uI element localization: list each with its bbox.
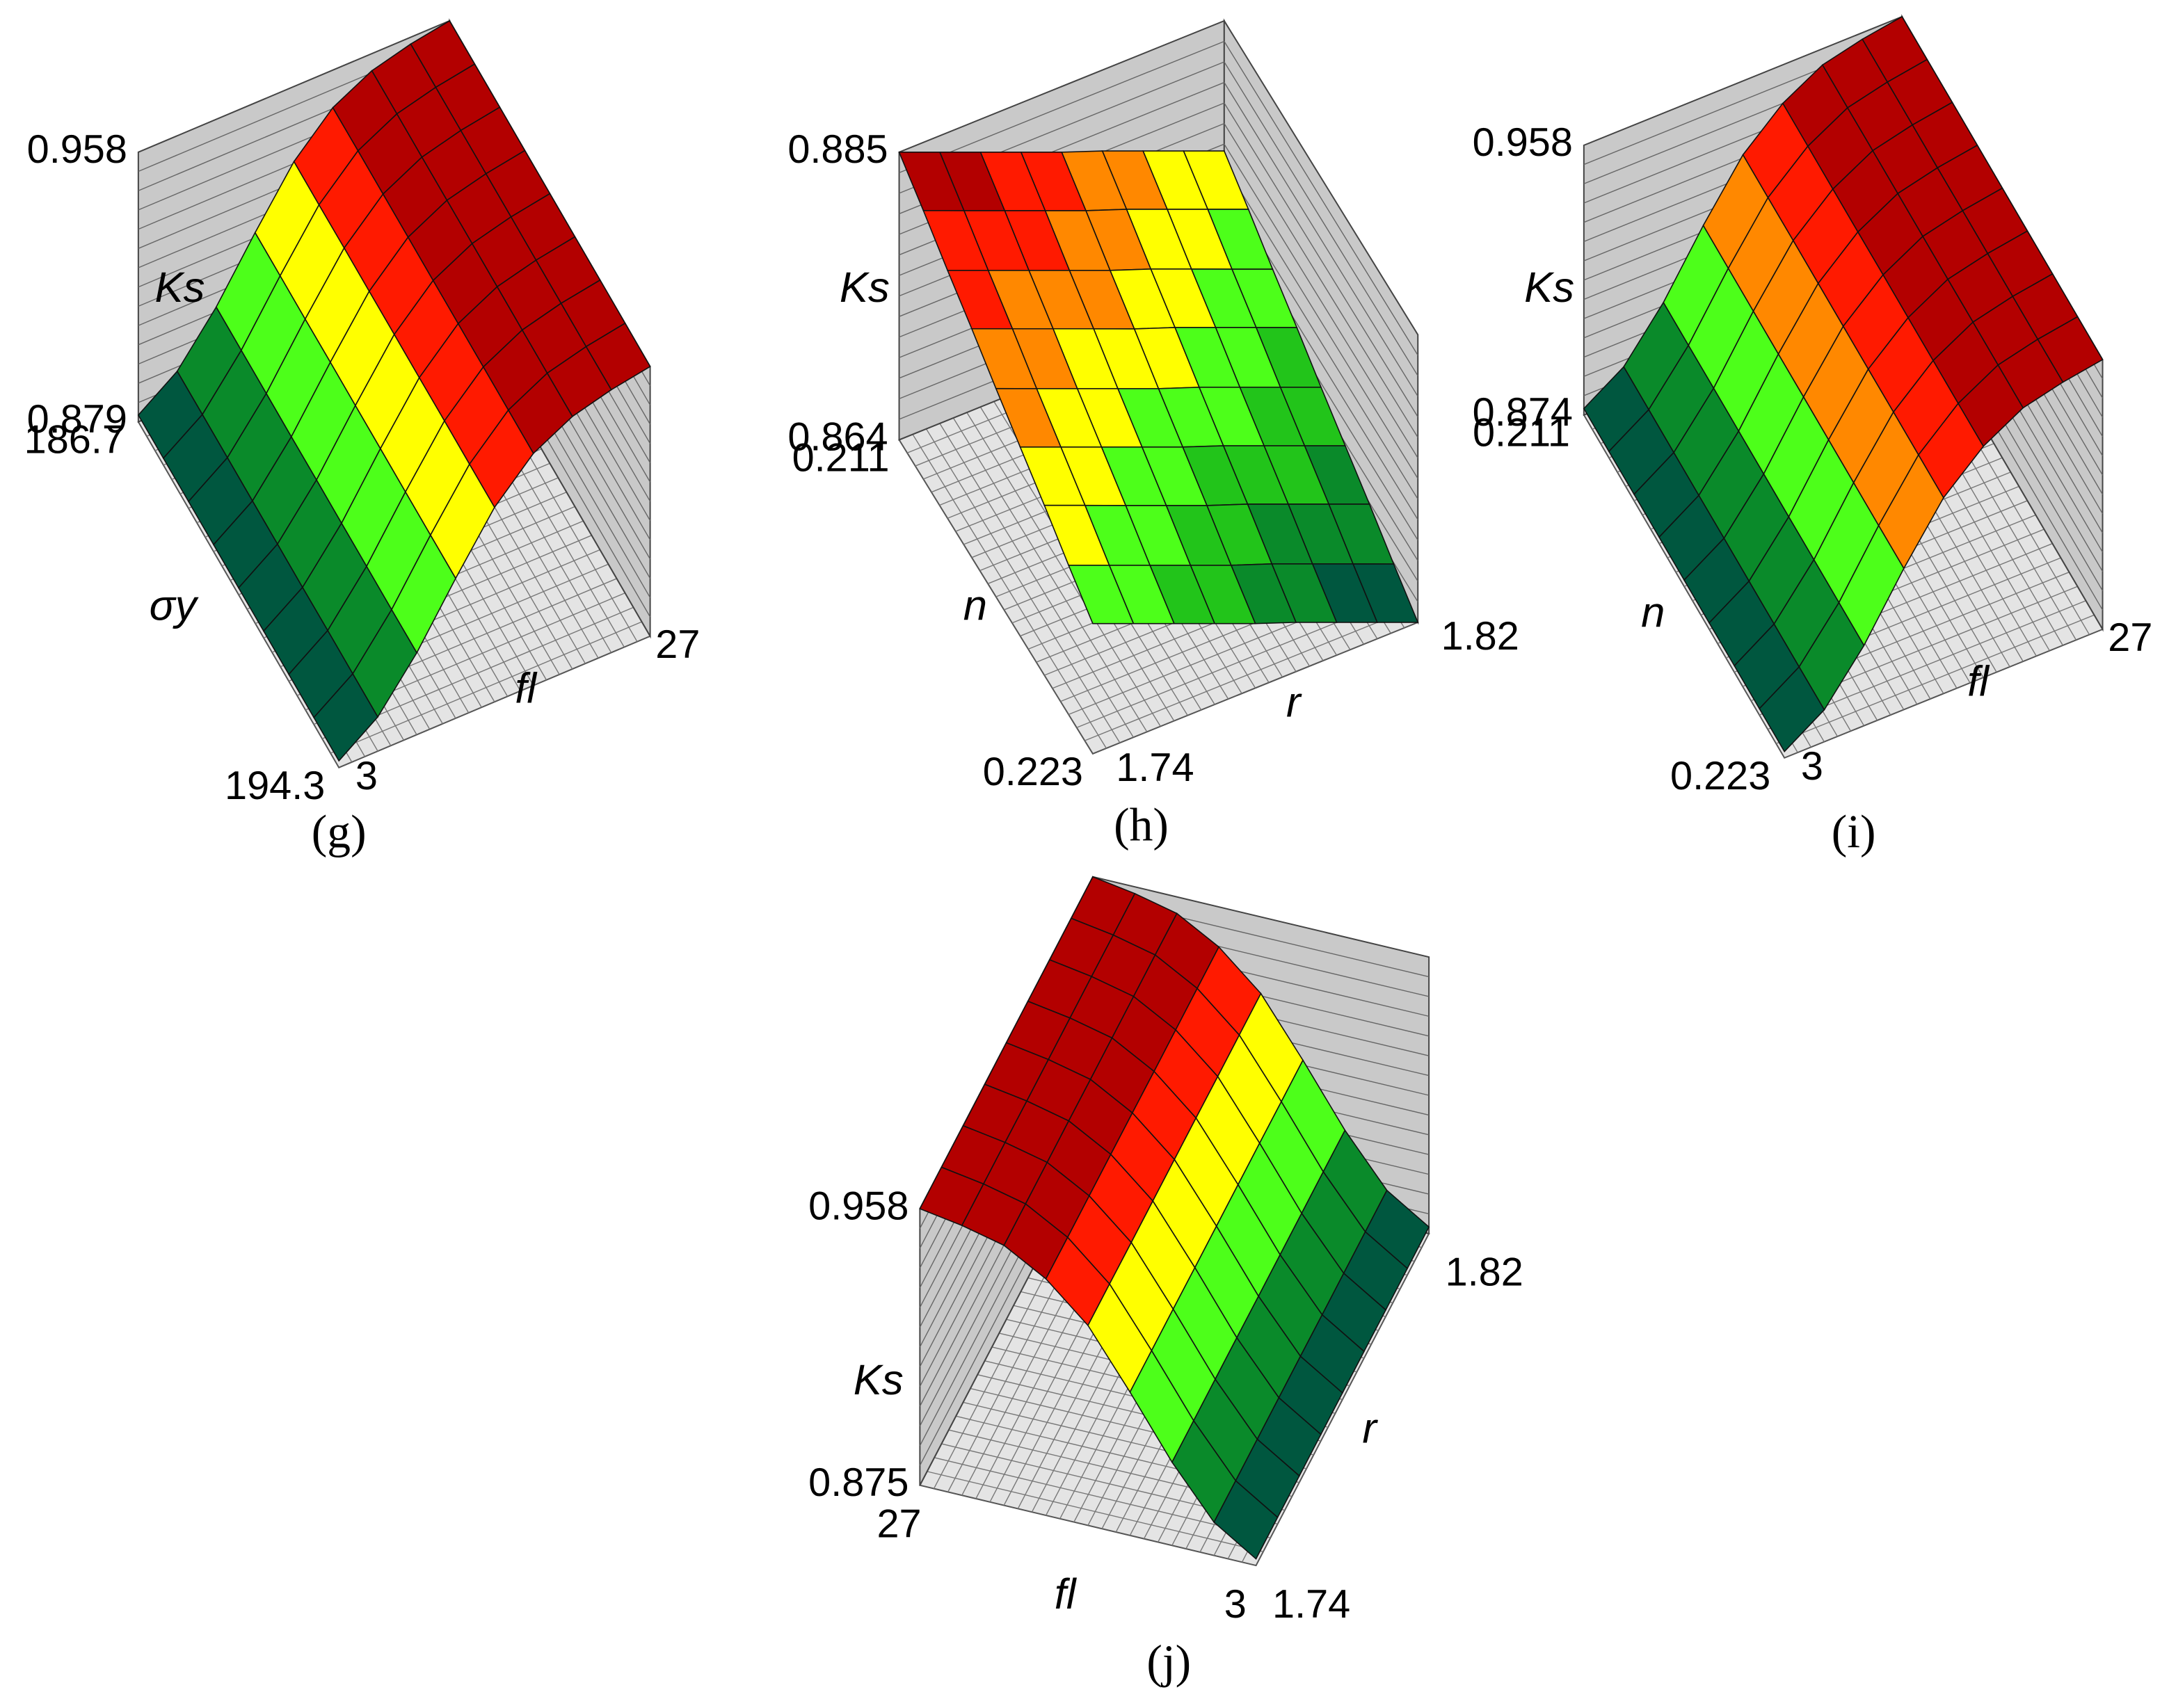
- floor-line: [1775, 614, 2095, 744]
- wall-line: [1224, 102, 1418, 417]
- wall-line: [1224, 143, 1418, 458]
- y-tick-label: 27: [655, 622, 700, 667]
- y-axis-label: r: [1286, 679, 1302, 727]
- x-axis-label: fl: [1055, 1570, 1078, 1618]
- y-axis-label: fl: [515, 665, 538, 713]
- x-tick-label: 0.211: [1473, 411, 1570, 456]
- panel-caption: (g): [312, 806, 367, 858]
- y-tick-label: 1.74: [1116, 746, 1194, 790]
- x-axis-label: n: [963, 581, 987, 629]
- z-axis-label: Ks: [1524, 264, 1574, 312]
- z-tick-label: 0.958: [1473, 120, 1573, 165]
- wall-line: [1224, 41, 1418, 356]
- floor-line: [330, 621, 642, 754]
- x-tick-label: 186.7: [24, 418, 125, 462]
- x-tick-label: 0.211: [792, 436, 890, 481]
- surface-plot: 0.875 0.958 3 27 1.74 1.82 fl r Ks (j): [808, 876, 1523, 1688]
- z-axis-label: Ks: [840, 264, 890, 312]
- z-tick-label: 0.875: [808, 1460, 909, 1505]
- panel-caption: (j): [1146, 1636, 1191, 1688]
- y-axis-label: fl: [1967, 658, 1990, 706]
- wall-line: [1224, 123, 1418, 438]
- x-tick-label: 27: [877, 1502, 921, 1547]
- wall-line: [1224, 164, 1418, 479]
- surface-cell: [313, 672, 379, 762]
- z-tick-label: 0.874: [1473, 390, 1573, 435]
- panel-caption: (i): [1832, 806, 1876, 858]
- x-axis-label: σy: [150, 581, 199, 629]
- y-axis-label: r: [1362, 1404, 1378, 1452]
- z-axis-label: Ks: [854, 1356, 904, 1404]
- surface-cell: [1213, 1479, 1279, 1560]
- surface-plot: 0.879 0.958 186.7 194.3 3 27 σy fl Ks (g): [24, 18, 700, 858]
- surface-cell: [1759, 666, 1825, 752]
- y-tick-label: 1.82: [1441, 614, 1519, 659]
- x-tick-label: 3: [1224, 1582, 1247, 1627]
- wall-line: [899, 40, 1225, 174]
- x-axis-label: n: [1641, 588, 1665, 636]
- y-tick-label: 1.74: [1272, 1582, 1350, 1627]
- z-tick-label: 0.958: [27, 127, 127, 172]
- y-tick-label: 27: [2108, 615, 2152, 660]
- x-tick-label: 0.223: [1670, 754, 1770, 798]
- surface-plot: 0.874 0.958 0.211 0.223 3 27 n fl Ks (i): [1473, 14, 2152, 858]
- floor-line: [1084, 609, 1410, 741]
- wall-line: [1224, 61, 1418, 376]
- z-tick-label: 0.885: [787, 127, 888, 172]
- y-tick-label: 1.82: [1446, 1250, 1523, 1295]
- z-tick-label: 0.864: [787, 415, 888, 460]
- surface-cell: [1067, 565, 1135, 625]
- z-tick-label: 0.879: [27, 397, 127, 442]
- z-axis-label: Ks: [155, 264, 205, 312]
- z-tick-label: 0.958: [808, 1184, 909, 1228]
- y-tick-label: 3: [355, 754, 378, 798]
- panel-caption: (h): [1114, 799, 1169, 851]
- wall-line: [1224, 82, 1418, 397]
- x-tick-label: 194.3: [225, 764, 325, 808]
- x-tick-label: 0.223: [983, 750, 1083, 794]
- y-tick-label: 3: [1801, 744, 1823, 789]
- surface-plot: 0.864 0.885 0.211 0.223 1.74 1.82 n r Ks (h): [787, 18, 1519, 851]
